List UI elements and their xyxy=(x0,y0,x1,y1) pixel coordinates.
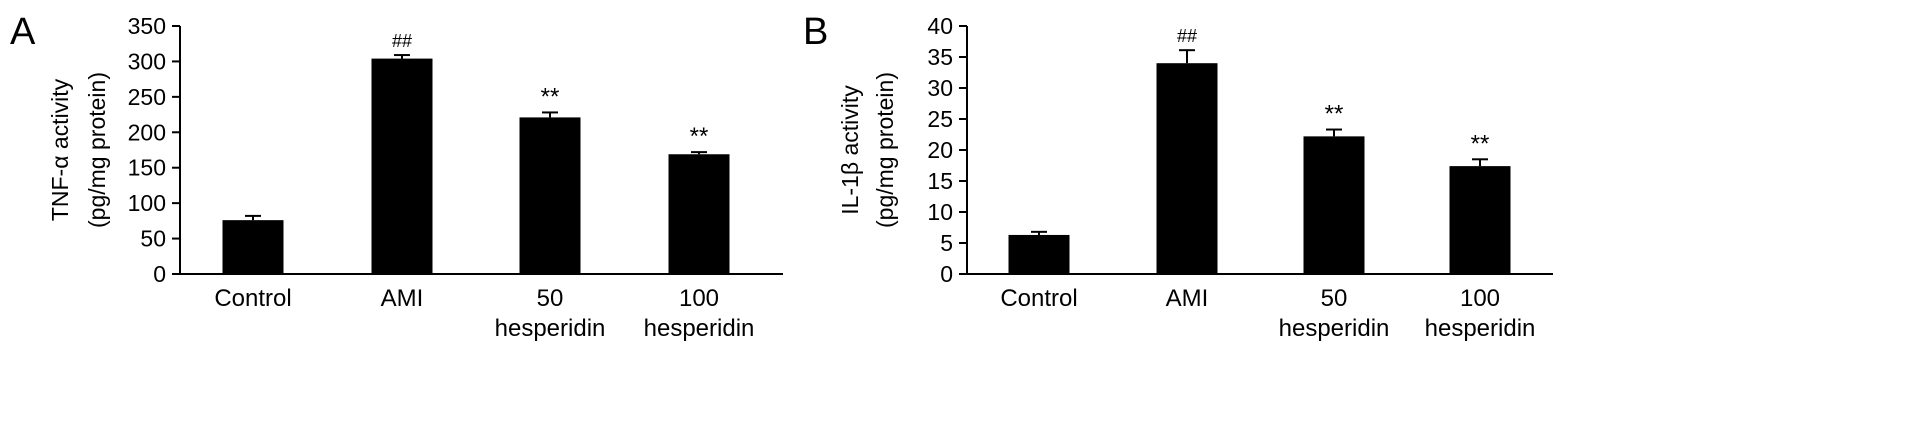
bar xyxy=(1008,234,1070,274)
bar xyxy=(1156,63,1218,275)
y-tick-label: 300 xyxy=(128,48,166,74)
y-tick-label: 30 xyxy=(927,75,953,101)
bar xyxy=(519,117,581,274)
y-tick-label: 25 xyxy=(927,106,953,132)
chart-panel-b: B 0 5 10 15 20 25 30 35 40 IL-1β activity (pg/mg pr… xyxy=(803,11,1553,342)
x-category-label: Control xyxy=(1000,285,1077,312)
panel-label: B xyxy=(803,11,828,53)
significance-marker: ** xyxy=(690,123,709,150)
y-tick-label: 50 xyxy=(140,226,166,252)
x-category-label: hesperidin xyxy=(1425,315,1536,342)
x-category-label: 50 xyxy=(537,285,564,312)
panel-label: A xyxy=(10,11,36,53)
y-tick-label: 200 xyxy=(128,119,166,145)
y-tick-label: 20 xyxy=(927,137,953,163)
x-category-label: hesperidin xyxy=(1279,315,1390,342)
chart-panel-a: A 0 50 100 150 200 250 300 350 TNF-α activity (pg/… xyxy=(10,11,783,342)
y-tick-label: 40 xyxy=(927,13,953,39)
x-category-label: hesperidin xyxy=(495,315,606,342)
y-tick-label: 15 xyxy=(927,168,953,194)
y-axis-label: IL-1β activity xyxy=(837,85,863,215)
y-tick-label: 150 xyxy=(128,155,166,181)
y-tick-label: 250 xyxy=(128,84,166,110)
bar xyxy=(668,154,730,274)
y-tick-label: 350 xyxy=(128,13,166,39)
x-category-label: AMI xyxy=(1166,285,1209,312)
x-category-label: AMI xyxy=(381,285,424,312)
x-category-label: 100 xyxy=(679,285,719,312)
y-tick-label: 0 xyxy=(153,261,166,287)
x-category-label: 50 xyxy=(1321,285,1348,312)
bar xyxy=(222,220,284,274)
bar xyxy=(371,58,433,274)
significance-marker: ** xyxy=(1471,130,1490,157)
x-category-label: Control xyxy=(214,285,291,312)
y-tick-label: 0 xyxy=(940,261,953,287)
significance-marker: ** xyxy=(1325,101,1344,128)
y-axis-label: (pg/mg protein) xyxy=(84,72,110,228)
bar xyxy=(1303,136,1365,274)
y-tick-label: 35 xyxy=(927,44,953,70)
y-tick-label: 10 xyxy=(927,199,953,225)
x-category-label: hesperidin xyxy=(644,315,755,342)
significance-marker: ## xyxy=(392,31,412,51)
y-tick-label: 100 xyxy=(128,190,166,216)
x-category-label: 100 xyxy=(1460,285,1500,312)
y-axis-label: (pg/mg protein) xyxy=(872,72,898,228)
significance-marker: ** xyxy=(541,83,560,110)
bar xyxy=(1449,166,1511,274)
y-axis-label: TNF-α activity xyxy=(47,78,73,221)
y-tick-label: 5 xyxy=(940,230,953,256)
significance-marker: ## xyxy=(1177,26,1197,46)
